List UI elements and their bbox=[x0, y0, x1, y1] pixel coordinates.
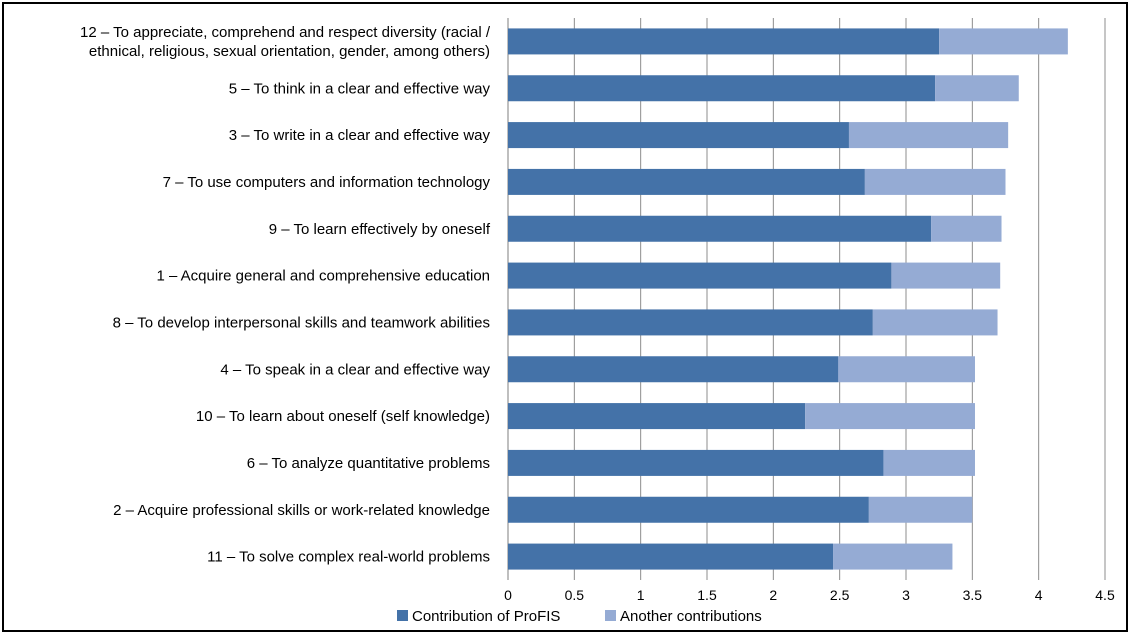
x-tick-4: 4 bbox=[1035, 587, 1043, 603]
x-tick-4.5: 4.5 bbox=[1095, 587, 1115, 603]
category-label-line: 7 – To use computers and information tec… bbox=[163, 174, 491, 191]
bar-another-9 bbox=[883, 449, 975, 476]
category-label-1: 5 – To think in a clear and effective wa… bbox=[229, 80, 491, 97]
category-label-line: 5 – To think in a clear and effective wa… bbox=[229, 80, 491, 97]
bar-another-8 bbox=[805, 403, 975, 430]
bar-another-11 bbox=[833, 543, 953, 570]
gridlines bbox=[507, 18, 1106, 580]
category-labels: 12 – To appreciate, comprehend and respe… bbox=[80, 24, 491, 566]
bar-profis-0 bbox=[508, 28, 940, 55]
x-tick-labels: 0 0.5 1 1.5 2 2.5 3 3.5 4 4.5 bbox=[504, 587, 1115, 603]
x-tick-0.5: 0.5 bbox=[565, 587, 585, 603]
bar-another-6 bbox=[872, 309, 998, 336]
legend-label-profis: Contribution of ProFIS bbox=[412, 608, 560, 625]
category-label-line: 12 – To appreciate, comprehend and respe… bbox=[80, 24, 491, 41]
x-tick-3.5: 3.5 bbox=[963, 587, 983, 603]
x-tick-1: 1 bbox=[637, 587, 645, 603]
bar-another-4 bbox=[931, 215, 1002, 242]
category-label-10: 2 – Acquire professional skills or work-… bbox=[113, 502, 490, 519]
bar-another-3 bbox=[864, 168, 1006, 195]
bar-profis-2 bbox=[508, 122, 849, 149]
category-label-line: 11 – To solve complex real-world problem… bbox=[207, 549, 490, 566]
bar-profis-4 bbox=[508, 215, 932, 242]
category-label-line: 1 – Acquire general and comprehensive ed… bbox=[156, 268, 490, 285]
bar-profis-6 bbox=[508, 309, 873, 336]
category-label-0: 12 – To appreciate, comprehend and respe… bbox=[80, 24, 491, 60]
category-label-line: ethnical, religious, sexual orientation,… bbox=[89, 43, 490, 60]
bar-profis-9 bbox=[508, 449, 884, 476]
category-label-8: 10 – To learn about oneself (self knowle… bbox=[196, 408, 490, 425]
bar-profis-5 bbox=[508, 262, 892, 289]
category-label-line: 2 – Acquire professional skills or work-… bbox=[113, 502, 490, 519]
category-label-3: 7 – To use computers and information tec… bbox=[163, 174, 491, 191]
category-label-line: 4 – To speak in a clear and effective wa… bbox=[220, 361, 490, 378]
category-label-line: 10 – To learn about oneself (self knowle… bbox=[196, 408, 490, 425]
category-label-2: 3 – To write in a clear and effective wa… bbox=[229, 127, 491, 144]
bar-another-5 bbox=[891, 262, 1001, 289]
legend-label-another: Another contributions bbox=[620, 608, 762, 625]
category-label-9: 6 – To analyze quantitative problems bbox=[247, 455, 490, 472]
bar-another-1 bbox=[935, 75, 1019, 102]
category-label-7: 4 – To speak in a clear and effective wa… bbox=[220, 361, 490, 378]
x-tick-2: 2 bbox=[769, 587, 777, 603]
category-label-line: 6 – To analyze quantitative problems bbox=[247, 455, 490, 472]
legend-swatch-profis bbox=[397, 610, 408, 621]
x-tick-3: 3 bbox=[902, 587, 910, 603]
category-label-4: 9 – To learn effectively by oneself bbox=[269, 221, 491, 238]
bar-another-2 bbox=[848, 122, 1009, 149]
category-label-line: 3 – To write in a clear and effective wa… bbox=[229, 127, 491, 144]
legend: Contribution of ProFIS Another contributi… bbox=[397, 608, 762, 625]
bar-profis-8 bbox=[508, 403, 806, 430]
bar-another-10 bbox=[868, 496, 973, 523]
bar-profis-11 bbox=[508, 543, 834, 570]
bar-profis-1 bbox=[508, 75, 936, 102]
bars bbox=[508, 28, 1068, 570]
category-label-6: 8 – To develop interpersonal skills and … bbox=[113, 314, 490, 331]
category-label-line: 9 – To learn effectively by oneself bbox=[269, 221, 491, 238]
bar-profis-7 bbox=[508, 356, 839, 383]
legend-swatch-another bbox=[605, 610, 616, 621]
category-label-line: 8 – To develop interpersonal skills and … bbox=[113, 314, 490, 331]
x-tick-0: 0 bbox=[504, 587, 512, 603]
bar-another-0 bbox=[939, 28, 1068, 55]
category-label-5: 1 – Acquire general and comprehensive ed… bbox=[156, 268, 490, 285]
category-label-11: 11 – To solve complex real-world problem… bbox=[207, 549, 490, 566]
bar-profis-10 bbox=[508, 496, 869, 523]
bar-profis-3 bbox=[508, 168, 865, 195]
x-tick-2.5: 2.5 bbox=[830, 587, 850, 603]
bar-another-7 bbox=[838, 356, 975, 383]
x-tick-1.5: 1.5 bbox=[697, 587, 717, 603]
